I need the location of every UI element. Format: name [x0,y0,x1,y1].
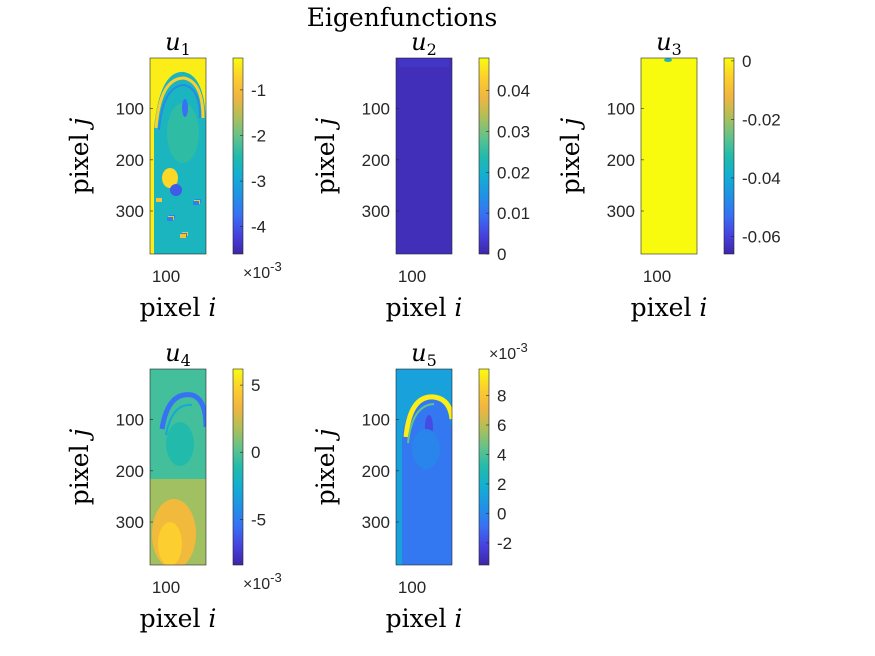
colorbar-tick-label: -0.04 [742,169,781,188]
panel-title: u3 [656,28,682,59]
colorbar-tick-label: 0 [497,504,506,523]
ytick-label: 100 [362,100,390,119]
axes-frame [395,57,453,255]
colorbar-tick-label: 0 [742,52,751,71]
axes-frame [149,57,207,255]
colorbar-exponent: ×10-3 [489,340,528,363]
colorbar-tick-label: 0 [251,443,260,462]
heatmap-image [396,369,452,565]
colorbar-tick-label: 8 [497,387,506,406]
ytick-label: 200 [116,151,144,170]
ytick-label: 300 [362,202,390,221]
panel-u4: 100 200 300 100 u4 pixel i pixel j 5 0 -5 ×10-3 [65,339,282,633]
ytick-label: 300 [362,513,390,532]
panel-u5: 100 200 300 100 u5 pixel i pixel j 8 6 4 2 0 -2 ×10-3 [311,339,528,633]
heatmap-image [396,58,452,254]
x-axis-label: pixel i [386,604,463,633]
ytick-label: 200 [607,151,635,170]
panel-u1: 100 200 300 100 u1 pixel i pixel j -1 -2 -3 -4 ×10-… [65,28,282,322]
heatmap-image [641,58,697,254]
ytick-label: 100 [362,411,390,430]
xtick-label: 100 [152,578,180,597]
colorbar-tick-label: -4 [251,218,266,237]
x-axis-label: pixel i [386,293,463,322]
panel-u2: 100 200 300 100 u2 pixel i pixel j 0.04 0.03 0.02… [311,28,530,322]
ytick-label: 100 [116,411,144,430]
colorbar-tick-label: -2 [251,126,266,145]
colorbar [478,368,490,566]
colorbar-tick-label: 6 [497,416,506,435]
colorbar-tick-label: 2 [497,475,506,494]
colorbar-exponent: ×10-3 [243,570,282,593]
panel-title: u5 [411,339,437,370]
y-axis-label: pixel j [65,117,94,194]
y-axis-label: pixel j [311,428,340,505]
ytick-label: 200 [116,462,144,481]
xtick-label: 100 [398,578,426,597]
colorbar-tick-label: 0.02 [497,163,530,182]
axes-frame [395,368,453,566]
colorbar-exponent: ×10-3 [243,259,282,282]
ytick-label: 200 [362,151,390,170]
ytick-label: 300 [116,513,144,532]
y-axis-label: pixel j [65,428,94,505]
colorbar [232,368,244,566]
colorbar-tick-label: 0.04 [497,82,530,101]
x-axis-label: pixel i [631,293,708,322]
xtick-label: 100 [398,267,426,286]
axes-frame [149,368,207,566]
colorbar-tick-label: 5 [251,376,260,395]
colorbar-tick-label: -0.06 [742,227,781,246]
y-axis-label: pixel j [311,117,340,194]
panel-title: u4 [165,339,191,370]
heatmap-image [150,369,206,565]
colorbar-tick-label: -1 [251,81,266,100]
colorbar [723,57,735,255]
panel-title: u2 [411,28,437,59]
figure-title: Eigenfunctions [307,3,498,32]
ytick-label: 200 [362,462,390,481]
xtick-label: 100 [152,267,180,286]
colorbar-tick-label: -5 [251,510,266,529]
colorbar-tick-label: 0 [497,245,506,264]
ytick-label: 100 [607,100,635,119]
colorbar-tick-label: 0.01 [497,204,530,223]
ytick-label: 300 [116,202,144,221]
colorbar-tick-label: -0.02 [742,110,781,129]
y-axis-label: pixel j [556,117,585,194]
colorbar [232,57,244,255]
axes-frame [640,57,698,255]
ytick-label: 100 [116,100,144,119]
x-axis-label: pixel i [140,293,217,322]
colorbar-tick-label: 0.03 [497,123,530,142]
heatmap-image [150,58,206,254]
colorbar-tick-label: 4 [497,445,506,464]
colorbar [478,57,490,255]
colorbar-tick-label: -3 [251,172,266,191]
ytick-label: 300 [607,202,635,221]
colorbar-tick-label: -2 [497,534,512,553]
xtick-label: 100 [643,267,671,286]
panel-title: u1 [165,28,191,59]
x-axis-label: pixel i [140,604,217,633]
panel-u3: 100 200 300 100 u3 pixel i pixel j 0 -0.02 -0.04 -… [556,28,781,322]
